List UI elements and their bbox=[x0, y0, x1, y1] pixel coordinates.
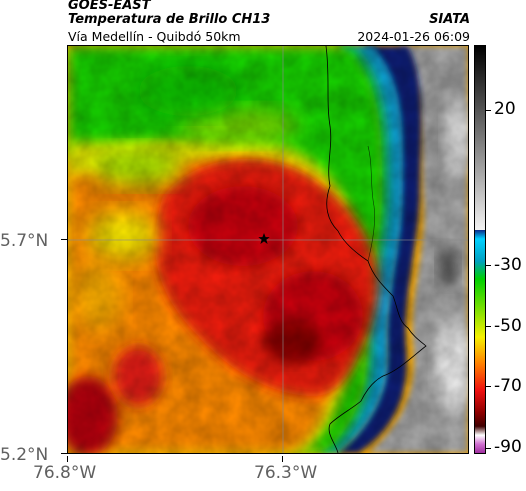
lat-tick bbox=[61, 239, 67, 240]
organization-label: SIATA bbox=[429, 12, 470, 27]
lat-label-north: 5.7°N bbox=[0, 231, 49, 251]
star-icon bbox=[258, 233, 270, 244]
boundary-line-branch bbox=[367, 145, 375, 262]
datetime-label: 2024-01-26 06:09 bbox=[357, 29, 470, 44]
colorbar-label: -50 bbox=[494, 316, 522, 336]
lon-tick bbox=[67, 456, 68, 462]
map-gridlines bbox=[68, 46, 468, 453]
cloud-field bbox=[68, 46, 468, 453]
product-title: Temperatura de Brillo CH13 bbox=[68, 12, 271, 27]
satellite-title: GOES-EAST bbox=[68, 0, 151, 13]
temperature-colorbar bbox=[474, 45, 486, 454]
colorbar-label: -70 bbox=[494, 376, 522, 396]
lat-label-south: 5.2°N bbox=[0, 445, 49, 465]
lon-label-east: 76.3°W bbox=[254, 463, 318, 483]
colorbar-tick bbox=[486, 386, 491, 387]
lon-label-west: 76.8°W bbox=[33, 463, 97, 483]
colorbar-label: -30 bbox=[494, 255, 522, 275]
colorbar-label: 20 bbox=[494, 99, 516, 119]
lon-tick bbox=[282, 456, 283, 462]
colorbar-tick bbox=[486, 448, 491, 449]
region-subtitle: Vía Medellín - Quibdó 50km bbox=[68, 29, 241, 44]
colorbar-tick bbox=[486, 265, 491, 266]
lat-tick bbox=[61, 453, 67, 454]
boundary-line bbox=[325, 46, 427, 453]
colorbar-tick bbox=[486, 326, 491, 327]
colorbar-tick bbox=[486, 110, 491, 111]
brightness-temperature-map bbox=[67, 45, 469, 454]
colorbar-label: -90 bbox=[494, 437, 522, 457]
